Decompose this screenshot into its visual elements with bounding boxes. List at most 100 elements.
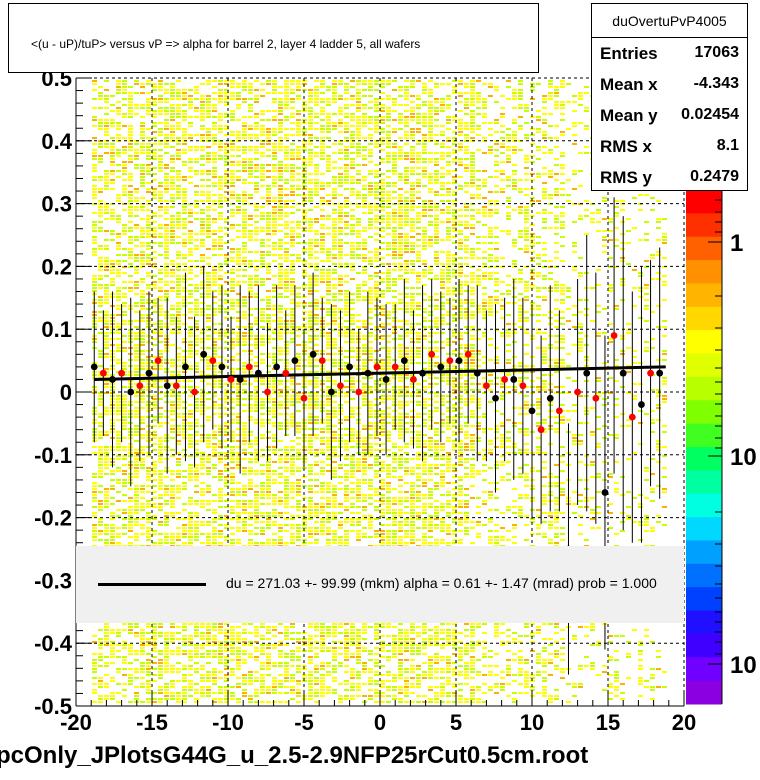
histogram-cell [272,164,277,166]
histogram-cell [218,206,223,208]
histogram-cell [254,95,259,97]
histogram-cell [200,503,205,505]
histogram-cell [230,224,235,226]
histogram-cell [182,257,187,259]
histogram-cell [230,494,235,496]
histogram-cell [92,539,97,541]
histogram-cell [200,116,205,118]
histogram-cell [242,443,247,445]
histogram-cell [278,515,283,517]
histogram-cell [320,83,325,85]
histogram-cell [170,242,175,244]
histogram-cell [242,149,247,151]
histogram-cell [254,221,259,223]
histogram-cell [260,266,265,268]
histogram-cell [146,98,151,100]
histogram-cell [122,398,127,400]
histogram-cell [188,410,193,412]
histogram-cell [116,344,121,346]
histogram-cell [224,146,229,148]
histogram-cell [134,350,139,352]
histogram-cell [278,350,283,352]
histogram-cell [140,533,145,535]
histogram-cell [188,248,193,250]
histogram-cell [188,395,193,397]
histogram-cell [218,125,223,127]
histogram-cell [230,317,235,319]
histogram-cell [248,452,253,454]
histogram-cell [176,128,181,130]
histogram-cell [158,380,163,382]
histogram-cell [194,266,199,268]
histogram-cell [98,452,103,454]
histogram-cell [320,158,325,160]
histogram-cell [170,179,175,181]
histogram-cell [248,134,253,136]
histogram-cell [164,224,169,226]
histogram-cell [314,221,319,223]
histogram-cell [266,365,271,367]
histogram-cell [254,89,259,91]
histogram-cell [254,80,259,82]
histogram-cell [146,683,151,685]
histogram-cell [200,455,205,457]
histogram-cell [290,341,295,343]
histogram-cell [266,263,271,265]
histogram-cell [170,131,175,133]
histogram-cell [158,413,163,415]
histogram-cell [308,200,313,202]
histogram-cell [140,302,145,304]
histogram-cell [188,443,193,445]
histogram-cell [224,257,229,259]
histogram-cell [308,134,313,136]
histogram-cell [152,698,157,700]
histogram-cell [182,263,187,265]
histogram-cell [206,224,211,226]
histogram-cell [248,383,253,385]
histogram-cell [218,83,223,85]
histogram-cell [200,128,205,130]
histogram-cell [194,410,199,412]
histogram-cell [266,491,271,493]
histogram-cell [314,92,319,94]
histogram-cell [98,461,103,463]
histogram-cell [140,266,145,268]
histogram-cell [164,650,169,652]
histogram-cell [248,296,253,298]
histogram-cell [194,311,199,313]
histogram-cell [254,509,259,511]
histogram-cell [164,491,169,493]
histogram-cell [236,359,241,361]
histogram-cell [182,407,187,409]
histogram-cell [224,125,229,127]
histogram-cell [176,407,181,409]
histogram-cell [188,623,193,625]
histogram-cell [116,89,121,91]
histogram-cell [260,515,265,517]
histogram-cell [110,212,115,214]
histogram-cell [176,413,181,415]
histogram-cell [140,458,145,460]
histogram-cell [140,149,145,151]
histogram-cell [272,392,277,394]
histogram-cell [248,461,253,463]
histogram-cell [278,530,283,532]
histogram-cell [146,518,151,520]
histogram-cell [194,530,199,532]
histogram-cell [164,368,169,370]
histogram-cell [116,683,121,685]
histogram-cell [152,194,157,196]
histogram-cell [194,92,199,94]
histogram-cell [296,692,301,694]
histogram-cell [296,194,301,196]
histogram-cell [230,116,235,118]
histogram-cell [110,698,115,700]
histogram-cell [104,185,109,187]
histogram-cell [140,671,145,673]
histogram-cell [200,119,205,121]
histogram-cell [290,293,295,295]
histogram-cell [140,503,145,505]
histogram-cell [224,89,229,91]
histogram-cell [158,185,163,187]
histogram-cell [230,509,235,511]
